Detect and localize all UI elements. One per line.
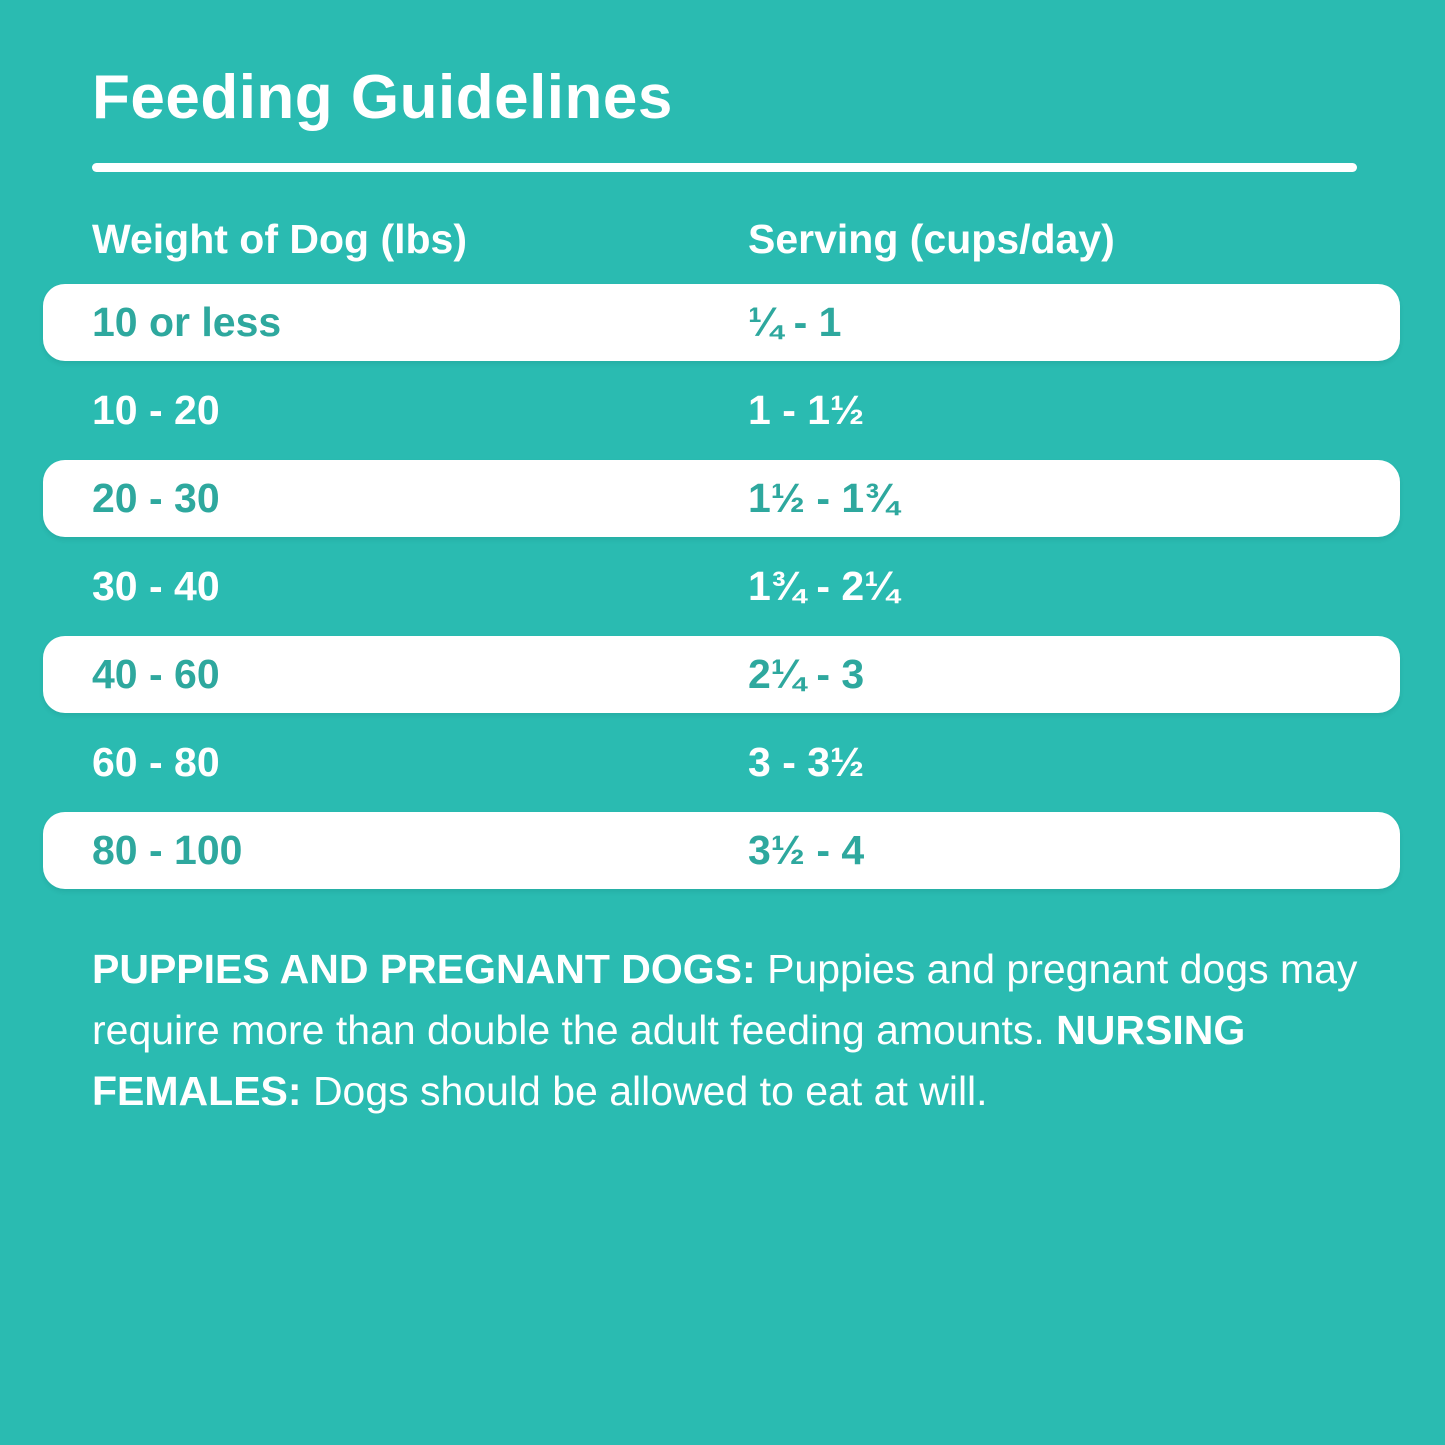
weight-cell: 40 - 60: [92, 651, 220, 697]
feeding-notes: PUPPIES AND PREGNANT DOGS: Puppies and p…: [92, 939, 1368, 1122]
serving-cell: 3½ - 4: [748, 827, 865, 873]
nursing-females-text: Dogs should be allowed to eat at will.: [301, 1068, 988, 1114]
feeding-table: 10 or less ¼ - 1 10 - 20 1 - 1½ 20 - 30 …: [43, 284, 1400, 900]
serving-cell: ¼ - 1: [748, 299, 842, 345]
column-header-serving: Serving (cups/day): [748, 216, 1115, 262]
table-row: 20 - 30 1½ - 1¾: [43, 460, 1400, 537]
weight-cell: 10 or less: [92, 299, 282, 345]
nursing-females-label: NURSING FEMALES:: [92, 1007, 1246, 1114]
page-title: Feeding Guidelines: [92, 63, 673, 132]
table-row: 40 - 60 2¼ - 3: [43, 636, 1400, 713]
puppies-pregnant-text: Puppies and pregnant dogs may require mo…: [92, 946, 1358, 1053]
weight-cell: 10 - 20: [92, 387, 220, 433]
weight-cell: 60 - 80: [92, 739, 220, 785]
serving-cell: 3 - 3½: [748, 739, 865, 785]
serving-cell: 1¾ - 2¼: [748, 563, 899, 609]
serving-cell: 1 - 1½: [748, 387, 865, 433]
table-row: 10 or less ¼ - 1: [43, 284, 1400, 361]
table-row: 80 - 100 3½ - 4: [43, 812, 1400, 889]
table-row: 60 - 80 3 - 3½: [43, 724, 1400, 801]
serving-cell: 1½ - 1¾: [748, 475, 899, 521]
title-divider: [92, 163, 1357, 172]
weight-cell: 80 - 100: [92, 827, 243, 873]
puppies-pregnant-label: PUPPIES AND PREGNANT DOGS:: [92, 946, 756, 992]
table-row: 10 - 20 1 - 1½: [43, 372, 1400, 449]
weight-cell: 30 - 40: [92, 563, 220, 609]
serving-cell: 2¼ - 3: [748, 651, 865, 697]
table-row: 30 - 40 1¾ - 2¼: [43, 548, 1400, 625]
column-header-weight: Weight of Dog (lbs): [92, 216, 468, 262]
weight-cell: 20 - 30: [92, 475, 220, 521]
